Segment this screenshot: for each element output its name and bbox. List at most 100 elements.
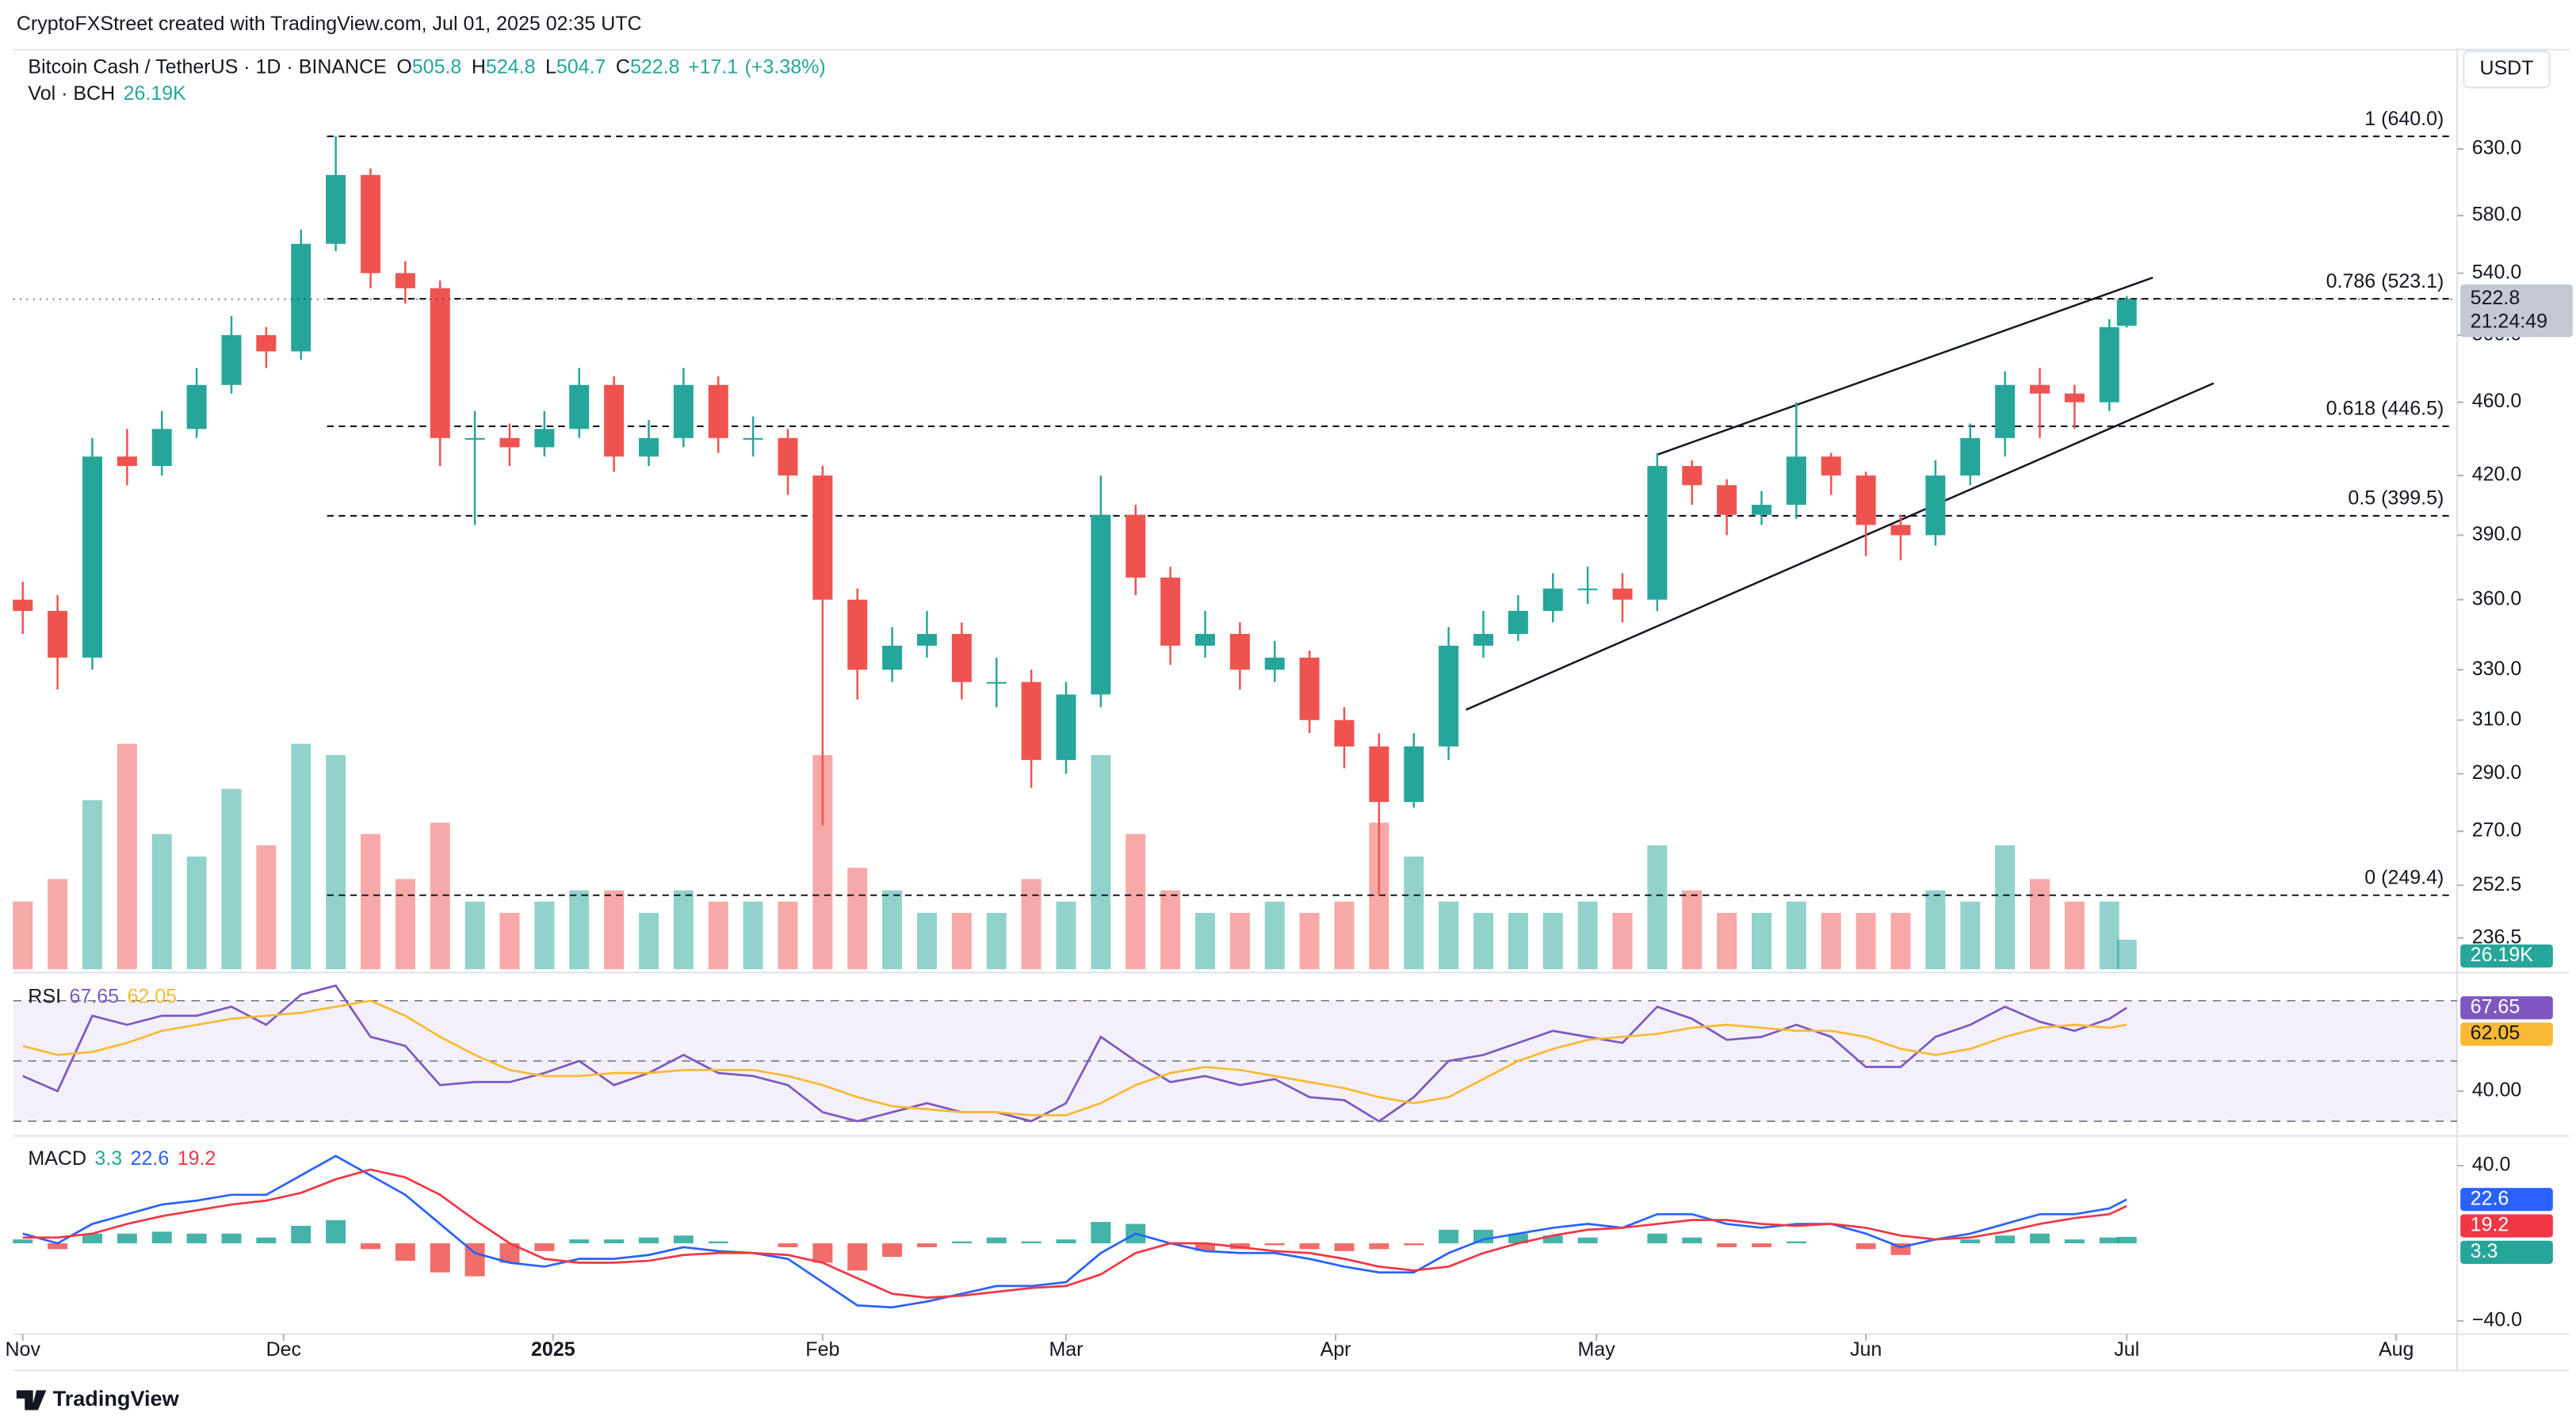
histogram-bar [326, 1220, 346, 1244]
fib-label: 0.618 (446.5) [2326, 398, 2444, 420]
volume-bar [1821, 913, 1841, 970]
histogram-bar [13, 1239, 33, 1244]
volume-bar [604, 890, 625, 970]
candle-body [1786, 456, 1806, 506]
volume-bar [708, 901, 728, 970]
candle-body [916, 633, 937, 646]
histogram-bar [1786, 1241, 1806, 1244]
symbol: Bitcoin Cash / TetherUS · 1D · BINANCE [28, 55, 386, 78]
histogram-bar [1682, 1237, 1703, 1244]
histogram-bar [882, 1243, 903, 1258]
histogram-bar [1091, 1222, 1111, 1244]
y-tick-label: 580.0 [2472, 204, 2522, 226]
candle-body [326, 174, 346, 244]
candle-body [1751, 505, 1771, 515]
histogram-bar [778, 1243, 798, 1247]
x-tick-label: Feb [805, 1338, 839, 1361]
candle-body [82, 456, 102, 658]
candle-body [673, 384, 694, 438]
y-tick-label: 630.0 [2472, 137, 2522, 159]
price-box [2460, 284, 2573, 338]
volume-bar [1786, 901, 1806, 970]
histogram-bar [1264, 1243, 1285, 1246]
currency-button[interactable] [2463, 50, 2551, 89]
volume-bar [1091, 754, 1111, 970]
volume-bar [1890, 913, 1911, 970]
candle-body [638, 437, 659, 457]
volume-bar [569, 890, 590, 970]
volume-bar [360, 834, 380, 970]
volume-bar [778, 901, 798, 970]
volume-bar [1473, 913, 1493, 970]
candle-body [1682, 466, 1703, 486]
y-tick-label: 236.5 [2472, 926, 2522, 948]
fib-label: 0 (249.4) [2364, 867, 2444, 889]
x-tick-label: Dec [266, 1338, 301, 1361]
volume-bar [951, 913, 972, 970]
countdown: 21:24:49 [2471, 310, 2547, 332]
volume-bar [1160, 890, 1181, 970]
candle-body [256, 334, 277, 352]
volume-bar [1264, 901, 1285, 970]
axis-value: 22.6 [2471, 1187, 2509, 1209]
histogram-bar [812, 1243, 833, 1263]
histogram-bar [1056, 1239, 1076, 1244]
volume-bar [13, 901, 33, 970]
histogram-bar [1856, 1243, 1876, 1250]
last-price: 522.8 [2471, 287, 2521, 309]
volume-bar [186, 856, 207, 970]
candle-body [360, 174, 380, 273]
currency[interactable]: USDT [2479, 57, 2533, 79]
histogram-bar [186, 1233, 207, 1244]
y-tick-label: 310.0 [2472, 708, 2522, 730]
ohlc-key: H [472, 55, 486, 78]
legend: RSI 67.65 62.05 [28, 985, 177, 1007]
x-tick-label: May [1577, 1338, 1615, 1361]
indicator-title: MACD [28, 1147, 86, 1169]
volume-bar [1856, 913, 1876, 970]
candle-body [1160, 577, 1181, 646]
candle-body [1091, 514, 1111, 695]
histogram-bar [291, 1225, 311, 1244]
candle-body [1577, 588, 1598, 590]
legend-value: 67.65 [70, 985, 120, 1007]
volume-bar [464, 901, 485, 970]
histogram-bar [1439, 1229, 1459, 1244]
change: +17.1 [688, 55, 738, 78]
volume-bar [916, 913, 937, 970]
volume-bar [743, 901, 763, 970]
histogram-bar [2064, 1239, 2085, 1244]
ohlc-key: L [545, 55, 556, 78]
candle-body [1021, 681, 1041, 761]
ohlc-key: O [396, 55, 411, 78]
candle-body [291, 243, 311, 352]
volume-bar [1542, 913, 1563, 970]
candle-body [1369, 746, 1389, 803]
x-tick-label: Apr [1320, 1338, 1351, 1361]
axis-value-box [2460, 1188, 2553, 1212]
x-tick-label: Jul [2114, 1338, 2139, 1361]
candle-body [2116, 299, 2137, 326]
y-tick-label: 252.5 [2472, 873, 2522, 895]
candle-body [395, 273, 415, 288]
candle-body [2064, 393, 2085, 403]
volume-bar [1717, 913, 1737, 970]
volume-bar [882, 890, 903, 970]
volume-bar [48, 879, 68, 970]
legend: Bitcoin Cash / TetherUS · 1D · BINANCE O5… [28, 55, 825, 78]
volume-bar [847, 868, 868, 970]
legend: MACD 3.3 22.6 19.2 [28, 1147, 216, 1169]
histogram-bar [1542, 1235, 1563, 1244]
y-tick-label: 460.0 [2472, 390, 2522, 412]
indicator-line [22, 999, 2127, 1117]
volume-bar [256, 845, 277, 970]
histogram-bar [1334, 1243, 1355, 1251]
volume-bar [1508, 913, 1528, 970]
candle-body [48, 610, 68, 658]
volume-bar [1995, 845, 2016, 970]
candle-body [2029, 384, 2050, 394]
histogram-bar [569, 1239, 590, 1244]
x-tick-label: Nov [6, 1338, 41, 1361]
fib-label: 0.5 (399.5) [2348, 487, 2444, 510]
candle-body [1542, 588, 1563, 611]
